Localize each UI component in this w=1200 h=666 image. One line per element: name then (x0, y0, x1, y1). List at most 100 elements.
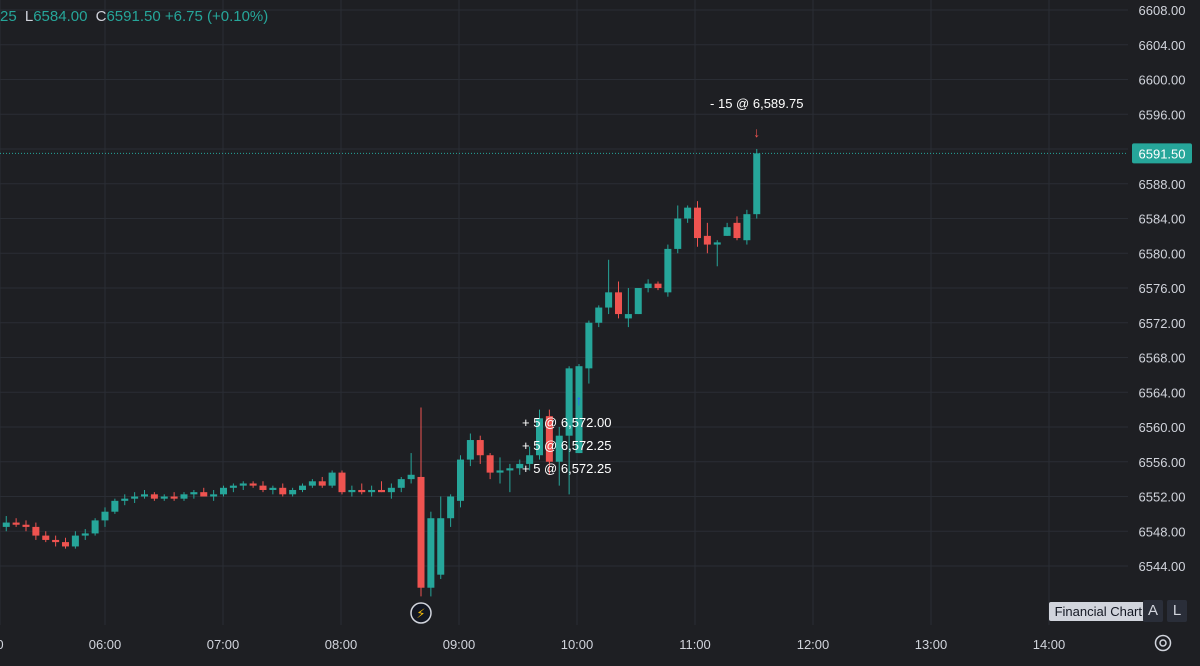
candle-body (743, 214, 751, 241)
candle-body (52, 539, 60, 543)
candle-body (160, 496, 168, 499)
candle-body (526, 455, 534, 464)
candle-body (644, 283, 652, 288)
time-tick-label: 14:00 (1033, 637, 1066, 652)
candle-body (111, 500, 119, 512)
sell-arrow-icon: ↓ (753, 124, 760, 140)
price-tick-label: 6596.00 (1139, 107, 1186, 122)
candle-body (545, 416, 553, 462)
candle-body (585, 322, 593, 369)
candle-body (150, 494, 158, 499)
price-tick-label: 6588.00 (1139, 177, 1186, 192)
candle-body (624, 314, 632, 319)
candle-body (299, 485, 306, 490)
buy-execution-label: + 5 @ 6,572.25 (522, 438, 611, 453)
candle-body (328, 472, 336, 486)
time-tick-label: 11:00 (679, 637, 711, 652)
price-tick-label: 6584.00 (1139, 212, 1186, 227)
buy-execution-label: + 5 @ 6,572.00 (522, 415, 611, 430)
price-tick-label: 6580.00 (1139, 246, 1186, 261)
candle-body (703, 235, 711, 245)
settings-gear-icon[interactable] (1152, 632, 1174, 654)
candle-body (121, 498, 129, 501)
lightning-glyph: ⚡ (416, 606, 425, 621)
buy-execution-label: + 5 @ 6,572.25 (522, 461, 611, 476)
candles (2, 149, 761, 597)
price-tick-label: 6608.00 (1139, 3, 1186, 18)
last-price-badge (1132, 143, 1192, 164)
grid-lines (0, 0, 1128, 625)
time-tick-label: 0 (0, 637, 4, 652)
candle-body (62, 542, 69, 547)
time-tick-label: 12:00 (797, 637, 830, 652)
candle-body (486, 455, 494, 473)
candle-body (32, 526, 40, 536)
last-price-label: 6591.50 (1139, 146, 1186, 161)
log-scale-button[interactable]: L (1167, 600, 1187, 622)
candle-body (358, 489, 366, 493)
change-value: +6.75 (+0.10%) (164, 8, 269, 25)
price-axis: 6544.00 6548.00 6552.00 6556.00 6560.00 6564.… (0, 3, 1192, 574)
price-tick-label: 6556.00 (1139, 455, 1186, 470)
candle-body (289, 489, 297, 495)
candle-body (71, 535, 79, 547)
candle-body (466, 440, 474, 460)
candle-body (536, 418, 543, 456)
price-tick-label: 6568.00 (1139, 351, 1186, 366)
candle-body (447, 496, 455, 519)
candle-body (457, 459, 464, 501)
time-axis: 0 06:00 07:00 08:00 09:00 10:00 11:00 12:00 13:0… (0, 637, 1065, 652)
price-tick-label: 6576.00 (1139, 281, 1186, 296)
candle-body (506, 468, 514, 471)
candle-body (348, 489, 356, 493)
candle-body (387, 487, 395, 493)
candle-body (220, 487, 227, 495)
candle-body (42, 535, 50, 540)
candle-body (634, 288, 642, 315)
candle-body (664, 248, 672, 293)
price-tick-label: 6560.00 (1139, 420, 1186, 435)
event-lightning-icon (410, 602, 432, 624)
candle-body (338, 472, 346, 493)
time-tick-label: 10:00 (561, 637, 594, 652)
buy-arrow-icon: ↑ (576, 392, 583, 408)
time-tick-label: 13:00 (915, 637, 948, 652)
low-value: 6584.00 (33, 8, 88, 25)
candle-body (516, 463, 524, 469)
candle-body (239, 483, 247, 486)
price-tick-label: 6544.00 (1139, 559, 1186, 574)
candle-body (565, 368, 573, 436)
candle-body (308, 481, 316, 486)
candle-body (170, 496, 178, 499)
candle-body (180, 494, 188, 499)
candle-body (733, 222, 741, 239)
price-tick-label: 6548.00 (1139, 524, 1186, 539)
open-fragment: 25 (0, 8, 17, 25)
candle-body (210, 494, 218, 497)
candle-body (22, 524, 30, 527)
candle-body (12, 522, 20, 525)
candle-body (605, 292, 613, 308)
candle-body (654, 283, 662, 288)
auto-scale-button[interactable]: A (1143, 600, 1163, 622)
price-tick-label: 6552.00 (1139, 490, 1186, 505)
time-tick-label: 08:00 (325, 637, 358, 652)
candle-body (141, 494, 148, 497)
candle-body (417, 476, 425, 588)
candle-body (2, 522, 10, 527)
close-value: 6591.50 (106, 8, 161, 25)
price-tick-label: 6604.00 (1139, 38, 1186, 53)
candle-body (269, 487, 277, 490)
candle-body (694, 207, 701, 239)
chart-watermark: Financial Chart (1048, 602, 1148, 621)
candle-body (615, 292, 622, 315)
price-tick-label: 6600.00 (1139, 73, 1186, 88)
candle-body (101, 511, 109, 521)
candle-body (318, 481, 326, 486)
execution-markers: + 5 @ 6,572.00 + 5 @ 6,572.25 + 5 @ 6,572.… (410, 96, 803, 624)
low-label: L (24, 8, 34, 25)
time-tick-label: 06:00 (89, 637, 122, 652)
candle-body (368, 489, 376, 493)
time-tick-label: 09:00 (443, 637, 476, 652)
